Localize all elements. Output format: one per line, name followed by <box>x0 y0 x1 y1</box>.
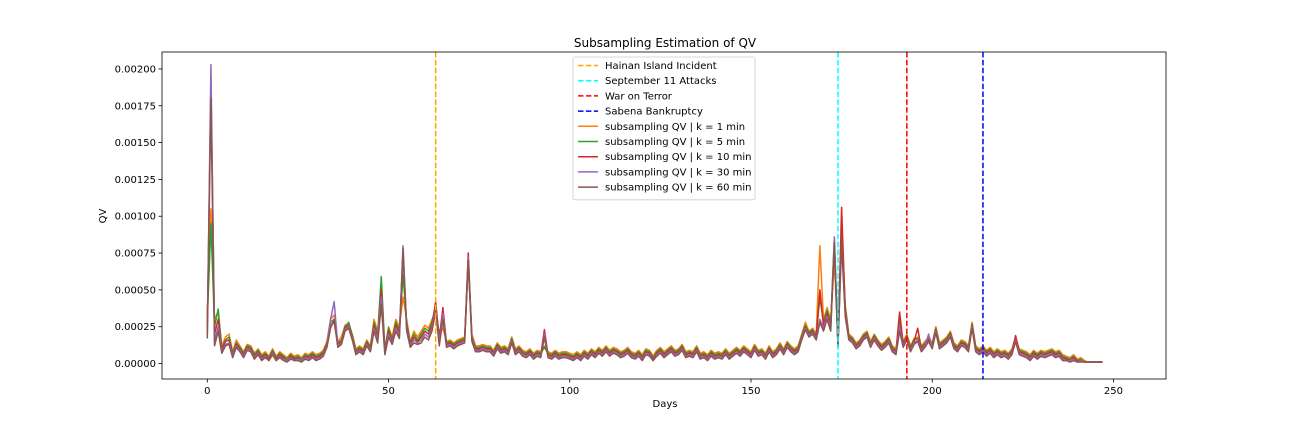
legend-label-6: subsampling QV | k = 5 min <box>605 137 745 148</box>
x-tick-label: 150 <box>741 386 760 397</box>
legend-label-1: Hainan Island Incident <box>605 61 717 72</box>
x-tick-label: 200 <box>923 386 942 397</box>
x-tick-label: 0 <box>204 386 210 397</box>
y-tick-label: 0.00075 <box>115 249 156 260</box>
y-tick-label: 0.00125 <box>115 175 156 186</box>
legend-label-5: subsampling QV | k = 1 min <box>605 122 745 133</box>
series-group <box>206 63 1103 363</box>
x-tick-label: 100 <box>560 386 579 397</box>
plot-area: 0 50 100 150 200 250 0.00000 0.00025 0.00050 0.00… <box>115 51 1167 397</box>
y-tick-label: 0.00025 <box>115 322 156 333</box>
chart-title: Subsampling Estimation of QV <box>574 36 757 50</box>
legend-label-3: War on Terror <box>605 91 673 102</box>
x-axis-label: Days <box>653 399 678 410</box>
x-tick-label: 250 <box>1104 386 1123 397</box>
legend-label-7: subsampling QV | k = 10 min <box>605 152 751 163</box>
y-tick-label: 0.00050 <box>115 285 156 296</box>
legend-label-4: Sabena Bankruptcy <box>605 107 703 118</box>
legend-label-2: September 11 Attacks <box>605 76 717 87</box>
x-tick-label: 50 <box>382 386 395 397</box>
y-tick-label: 0.00200 <box>115 64 156 75</box>
y-tick-label: 0.00100 <box>115 212 156 223</box>
legend-label-9: subsampling QV | k = 60 min <box>605 183 751 194</box>
legend-box <box>572 56 756 201</box>
y-tick-label: 0.00000 <box>115 359 156 370</box>
y-axis-label: QV <box>98 208 109 223</box>
y-tick-label: 0.00150 <box>115 138 156 149</box>
y-tick-label: 0.00175 <box>115 101 156 112</box>
legend: Hainan Island Incident September 11 Attac… <box>572 56 756 201</box>
series-line-5 <box>206 97 1103 363</box>
legend-label-8: subsampling QV | k = 30 min <box>605 167 751 178</box>
axes-frame <box>161 51 1167 380</box>
